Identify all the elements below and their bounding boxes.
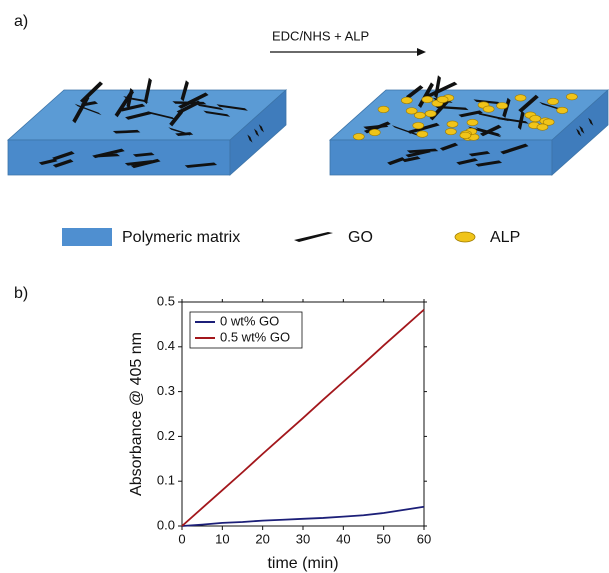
legend-label: 0.5 wt% GO xyxy=(220,329,290,344)
alp-enzyme xyxy=(437,96,448,102)
series-line xyxy=(182,507,424,526)
x-axis-label: time (min) xyxy=(267,555,338,572)
x-tick-label: 10 xyxy=(215,531,229,546)
alp-enzyme xyxy=(566,94,577,100)
x-tick-label: 40 xyxy=(336,531,350,546)
panel-label: b) xyxy=(14,285,28,302)
y-axis-label: Absorbance @ 405 nm xyxy=(128,332,145,496)
y-tick-label: 0.5 xyxy=(157,293,175,308)
alp-enzyme xyxy=(548,98,559,104)
slab-front xyxy=(8,140,230,175)
y-tick-label: 0.1 xyxy=(157,473,175,488)
legend-go-swatch xyxy=(294,232,333,242)
alp-enzyme xyxy=(483,106,494,112)
alp-enzyme xyxy=(557,107,568,113)
x-tick-label: 30 xyxy=(296,531,310,546)
chart: 0.0 0.1 0.2 0.3 0.4 0.5 0 10 20 30 40 50 60 time (min… xyxy=(128,293,431,572)
y-tick-label: 0.4 xyxy=(157,338,175,353)
alp-enzyme xyxy=(425,110,436,116)
y-tick-label: 0.2 xyxy=(157,428,175,443)
panel-label: a) xyxy=(14,13,28,30)
arrow-label: EDC/NHS + ALP xyxy=(272,28,369,43)
x-tick-label: 50 xyxy=(376,531,390,546)
slabs xyxy=(8,75,608,175)
alp-enzyme xyxy=(378,106,389,112)
alp-enzyme xyxy=(369,129,380,135)
legend-label: 0 wt% GO xyxy=(220,313,279,328)
alp-enzyme xyxy=(497,102,508,108)
alp-enzyme xyxy=(467,119,478,125)
legend-label: ALP xyxy=(490,229,520,246)
legend-label: GO xyxy=(348,229,373,246)
x-tick-label: 20 xyxy=(255,531,269,546)
alp-enzyme xyxy=(353,133,364,139)
legend-label: Polymeric matrix xyxy=(122,229,240,246)
y-tick-label: 0.0 xyxy=(157,517,175,532)
alp-enzyme xyxy=(406,108,417,114)
alp-enzyme xyxy=(413,122,424,128)
figure: a) b) EDC/NHS + ALP Polymeric matrix GO … xyxy=(0,0,609,573)
slab-front xyxy=(330,140,552,175)
alp-enzyme xyxy=(530,115,541,121)
alp-enzyme xyxy=(515,95,526,101)
legend-alp-swatch xyxy=(455,232,475,242)
x-tick-label: 0 xyxy=(178,531,185,546)
alp-enzyme xyxy=(445,128,456,134)
alp-enzyme xyxy=(447,121,458,127)
alp-enzyme xyxy=(414,112,425,118)
alp-enzyme xyxy=(537,124,548,130)
alp-enzyme xyxy=(401,97,412,103)
alp-enzyme xyxy=(417,131,428,137)
alp-enzyme xyxy=(422,96,433,102)
arrow-head xyxy=(417,48,426,56)
y-tick-label: 0.3 xyxy=(157,383,175,398)
legend-matrix-swatch xyxy=(62,228,112,246)
alp-enzyme xyxy=(460,132,471,138)
x-tick-label: 60 xyxy=(417,531,431,546)
